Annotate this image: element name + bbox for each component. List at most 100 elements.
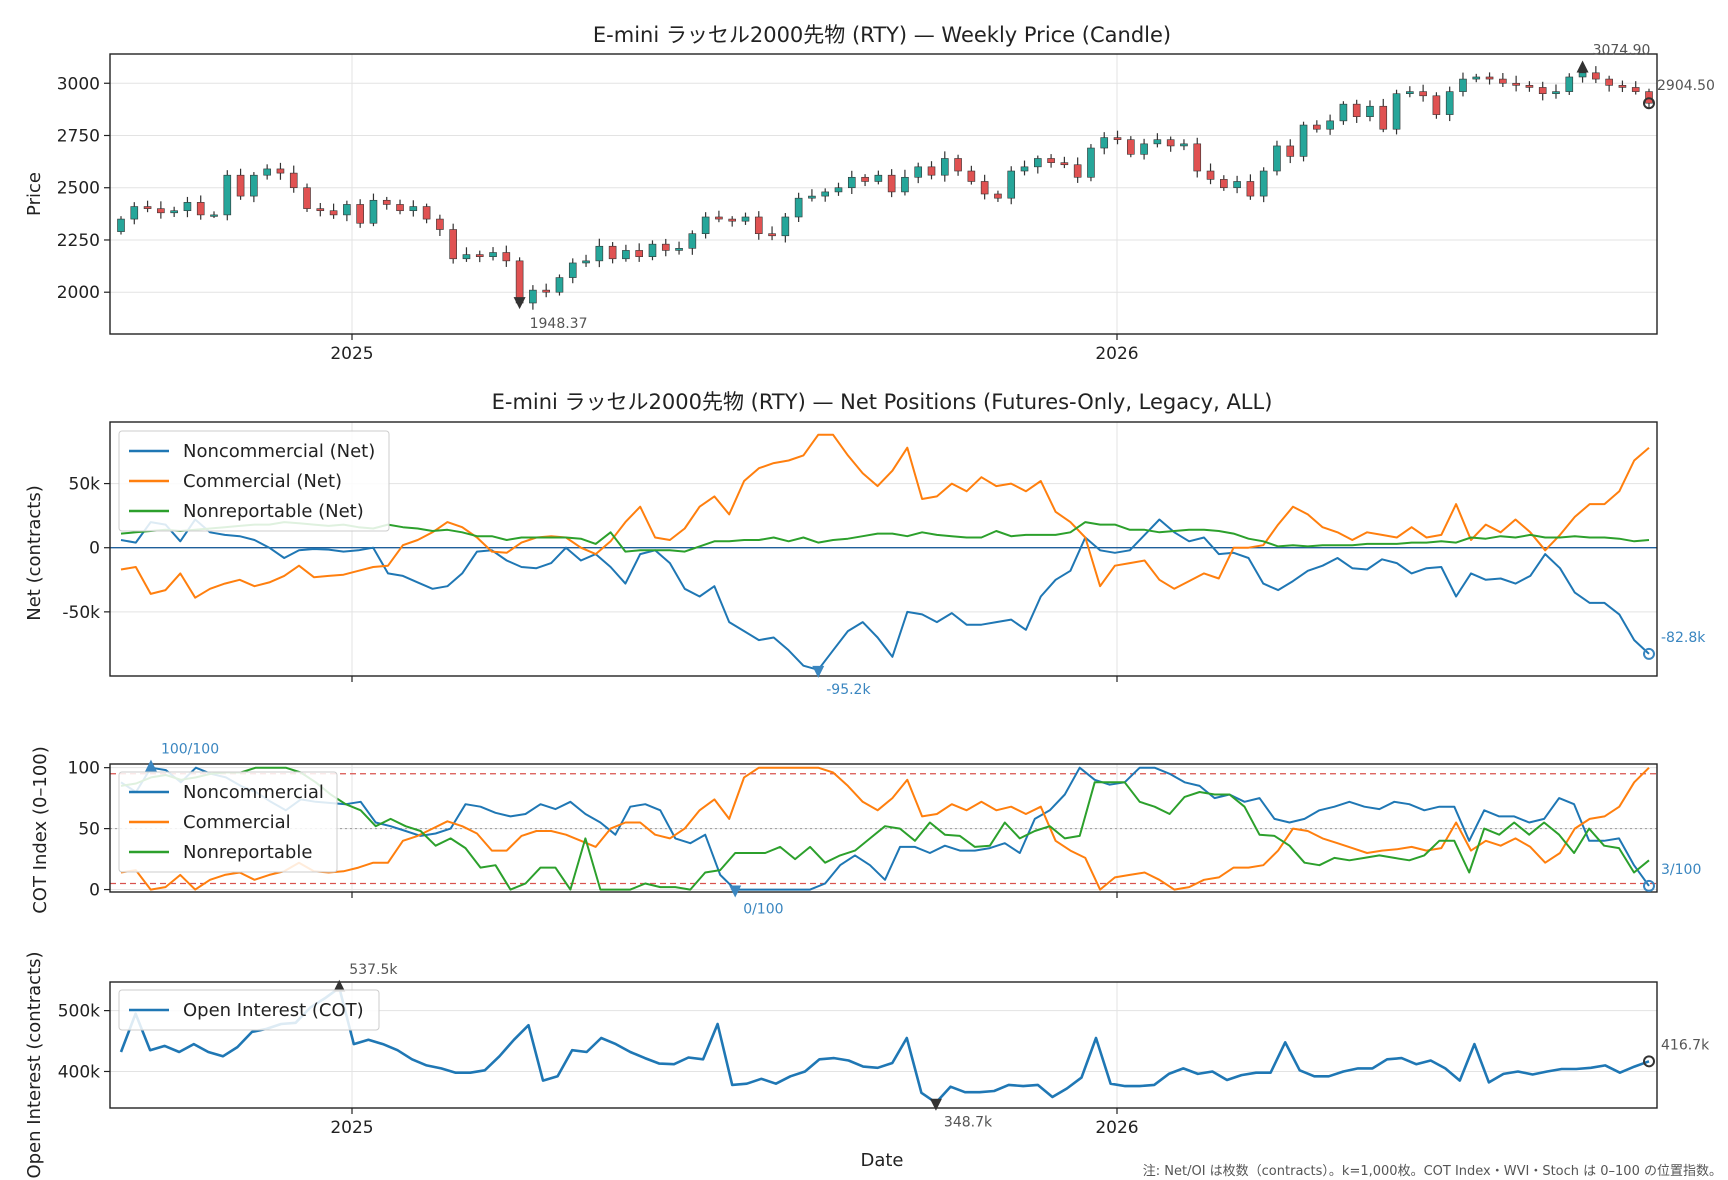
candle-body xyxy=(183,202,192,212)
candle-body xyxy=(329,210,338,216)
series-line-noncommercial-net xyxy=(120,518,1650,671)
net-plot-frame xyxy=(109,421,1658,677)
candle-body xyxy=(834,187,843,193)
y-tick-label: 400k xyxy=(58,1062,100,1082)
min-marker xyxy=(812,665,825,678)
candle-body xyxy=(263,168,271,176)
candle-body xyxy=(1153,139,1162,145)
max-label: 537.5k xyxy=(349,962,398,978)
series-line-commercial xyxy=(120,766,1650,891)
candle-body xyxy=(1525,85,1534,88)
y-tick-label: 2250 xyxy=(57,231,100,251)
candle-body xyxy=(967,170,976,182)
max-label: 3074.90 xyxy=(1593,42,1651,58)
candle-body xyxy=(210,214,218,217)
candle-body xyxy=(701,216,710,235)
y-tick-label: 0 xyxy=(89,881,100,901)
cot-index-panel: 0 50 100 COT Index (0–100) 100/100 0/100 3/1… xyxy=(30,742,1701,918)
candle-body xyxy=(1286,145,1295,157)
candle-body xyxy=(1060,162,1069,166)
oi-y-label: Open Interest (contracts) xyxy=(24,951,45,1178)
legend-label: Nonreportable xyxy=(183,842,312,863)
y-tick-label: 50 xyxy=(78,820,100,840)
last-label: -82.8k xyxy=(1661,630,1706,646)
candle-body xyxy=(1100,137,1109,149)
candle-body xyxy=(1140,143,1148,155)
candle-body xyxy=(595,245,604,262)
last-marker xyxy=(1643,879,1655,892)
candle-body xyxy=(303,187,311,209)
min-label: 1948.37 xyxy=(530,316,588,332)
candle-body xyxy=(143,206,152,209)
candle-body xyxy=(635,250,643,257)
legend-label: Nonreportable (Net) xyxy=(183,501,364,522)
max-marker xyxy=(333,979,346,992)
series-line-nonreportable xyxy=(120,766,1650,891)
candle-body xyxy=(462,254,471,260)
max-marker xyxy=(1576,60,1589,73)
candle-body xyxy=(741,216,750,222)
candle-body xyxy=(157,208,165,214)
last-marker xyxy=(1643,1055,1655,1068)
candle-body xyxy=(622,250,630,260)
candle-body xyxy=(1326,120,1334,130)
candle-body xyxy=(422,206,431,220)
candle-body xyxy=(250,174,258,197)
legend-box xyxy=(118,989,380,1031)
max-marker xyxy=(144,759,157,772)
candle-body xyxy=(715,216,723,220)
candle-body xyxy=(1034,158,1042,168)
candle-body xyxy=(1339,103,1348,122)
candle-body xyxy=(475,254,484,257)
candle-body xyxy=(1432,95,1441,115)
candle-body xyxy=(223,174,232,216)
candle-body xyxy=(808,195,816,199)
last-label: 2904.50 xyxy=(1657,78,1715,94)
y-tick-label: 0 xyxy=(89,539,100,559)
candle-body xyxy=(343,204,351,216)
legend-label: Noncommercial xyxy=(183,782,324,803)
candle-body xyxy=(1618,85,1627,88)
y-tick-label: 100 xyxy=(68,759,100,779)
candle-body xyxy=(1392,93,1401,130)
last-label: 416.7k xyxy=(1661,1037,1710,1053)
candle-body xyxy=(1459,78,1467,92)
candle-body xyxy=(1180,143,1188,147)
net-y-label: Net (contracts) xyxy=(24,485,45,621)
x-tick-label: 2025 xyxy=(330,344,373,364)
legend-label: Commercial (Net) xyxy=(183,471,342,492)
y-tick-label: 2750 xyxy=(57,126,100,146)
candle-body xyxy=(608,245,617,260)
candle-body xyxy=(502,252,511,262)
legend-box xyxy=(118,771,338,873)
candle-body xyxy=(1565,76,1574,92)
price-plot-frame xyxy=(109,53,1658,335)
cot-plot-frame xyxy=(109,763,1658,893)
candle-body xyxy=(1445,91,1454,115)
candle-body xyxy=(356,204,364,224)
candle-body xyxy=(1113,137,1122,140)
candle-body xyxy=(1379,105,1388,130)
series-line-open-interest-cot xyxy=(119,986,1650,1104)
candle-body xyxy=(1220,179,1228,189)
legend-box xyxy=(118,430,390,532)
candle-body xyxy=(954,158,962,172)
candle-body xyxy=(236,174,245,197)
candle-body xyxy=(568,262,577,278)
y-tick-label: 2500 xyxy=(57,179,100,199)
y-tick-label: -50k xyxy=(62,603,100,623)
price-panel-title: E-mini ラッセル2000先物 (RTY) — Weekly Price (… xyxy=(593,23,1171,47)
legend-label: Open Interest (COT) xyxy=(183,1000,364,1021)
candle-body xyxy=(409,206,418,212)
series-line-noncommercial xyxy=(120,766,1650,891)
candle-body xyxy=(1246,181,1255,197)
min-marker xyxy=(729,885,742,898)
candle-body xyxy=(847,176,856,189)
candle-body xyxy=(369,199,378,224)
min-label: 0/100 xyxy=(743,902,783,918)
footnote: 注: Net/OI は枚数（contracts）。k=1,000枚。COT In… xyxy=(1143,1164,1722,1179)
candle-body xyxy=(1499,78,1507,84)
candle-body xyxy=(1631,87,1640,92)
candle-body xyxy=(1127,139,1135,155)
